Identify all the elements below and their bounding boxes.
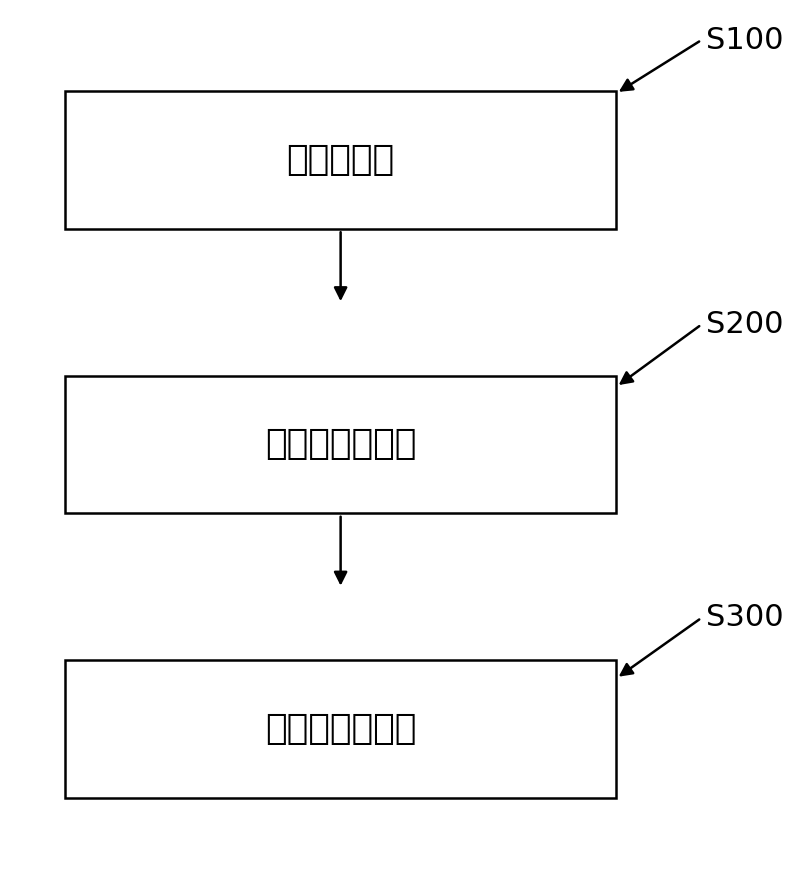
Text: S100: S100 bbox=[706, 26, 783, 54]
Bar bbox=[65, 660, 616, 798]
Bar bbox=[65, 91, 616, 228]
Bar bbox=[65, 375, 616, 514]
Text: 原材料准备: 原材料准备 bbox=[286, 143, 395, 177]
Text: 石墨烯油相剥离: 石墨烯油相剥离 bbox=[265, 712, 416, 746]
Text: S300: S300 bbox=[706, 604, 783, 632]
Text: 硒离子高温升华: 硒离子高温升华 bbox=[265, 428, 416, 461]
Text: S200: S200 bbox=[706, 310, 783, 339]
